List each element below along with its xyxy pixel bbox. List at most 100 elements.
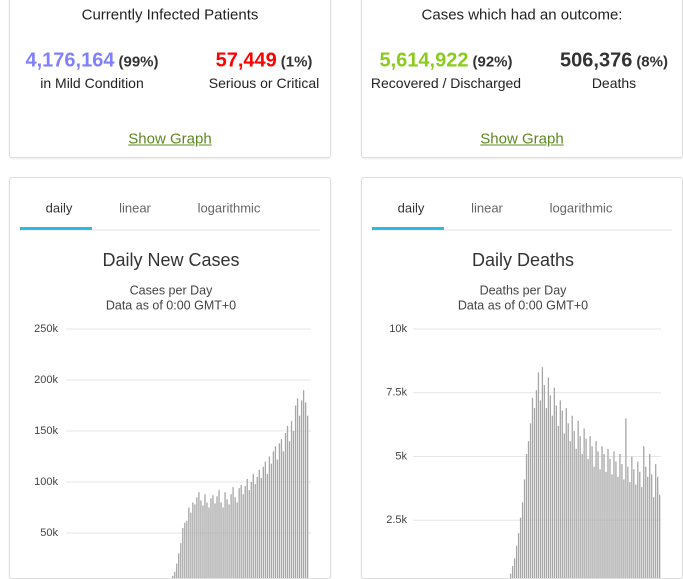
bar bbox=[581, 453, 583, 578]
bar bbox=[202, 505, 204, 578]
stat: 506,376 (8%) bbox=[560, 50, 668, 73]
bar bbox=[230, 494, 232, 578]
bar bbox=[216, 496, 218, 578]
bar bbox=[302, 390, 305, 578]
bar bbox=[270, 463, 273, 578]
bar bbox=[611, 474, 613, 578]
bar bbox=[288, 441, 291, 578]
bar bbox=[631, 456, 633, 578]
bar bbox=[176, 563, 178, 578]
bar bbox=[214, 503, 216, 578]
bar bbox=[242, 494, 244, 578]
bar bbox=[605, 471, 607, 578]
bar bbox=[659, 494, 661, 578]
bar bbox=[222, 507, 224, 578]
stat-label: Recovered / Discharged bbox=[370, 75, 522, 91]
tab[interactable]: daily bbox=[398, 200, 425, 215]
bar bbox=[234, 497, 236, 578]
bar bbox=[523, 479, 526, 578]
bar bbox=[254, 484, 256, 578]
bar bbox=[266, 473, 269, 578]
bar bbox=[248, 490, 250, 578]
bar bbox=[561, 410, 563, 578]
bar bbox=[551, 415, 553, 578]
chart: daily linear logarithmic Daily New Cases Cas… bbox=[20, 200, 320, 578]
bar bbox=[595, 441, 597, 578]
stat-percent: (92%) bbox=[472, 53, 513, 71]
bar bbox=[509, 573, 512, 578]
bar bbox=[617, 476, 619, 578]
bar bbox=[529, 423, 532, 578]
bar bbox=[651, 474, 653, 578]
bar bbox=[264, 461, 267, 578]
tab[interactable]: linear bbox=[119, 200, 151, 215]
show-graph-link[interactable]: Show Graph bbox=[480, 130, 564, 148]
bar bbox=[206, 502, 208, 578]
bar bbox=[298, 415, 301, 578]
y-tick-label: 10k bbox=[389, 323, 407, 335]
bar bbox=[645, 466, 647, 578]
show-graph-link[interactable]: Show Graph bbox=[128, 130, 212, 148]
bar bbox=[531, 397, 534, 578]
bar bbox=[208, 507, 210, 578]
bar bbox=[284, 433, 287, 578]
bar bbox=[619, 453, 621, 578]
tab[interactable]: daily bbox=[46, 200, 73, 215]
bar bbox=[268, 456, 271, 578]
tab[interactable]: logarithmic bbox=[550, 200, 613, 215]
bar bbox=[537, 372, 540, 578]
stat: 57,449 (1%) bbox=[216, 50, 313, 73]
bar bbox=[557, 425, 559, 578]
tab[interactable]: logarithmic bbox=[198, 200, 261, 215]
bar bbox=[637, 461, 639, 578]
bar bbox=[571, 415, 573, 578]
bar bbox=[549, 395, 552, 578]
panel-header: Currently Infected Patients bbox=[81, 6, 259, 24]
bar bbox=[278, 443, 281, 578]
stats-card: Cases which had an outcome: 5,614,922 (92%… bbox=[361, 0, 683, 158]
bar bbox=[609, 459, 611, 578]
bar bbox=[180, 543, 182, 578]
bar bbox=[210, 498, 212, 578]
bar bbox=[200, 500, 202, 578]
bar bbox=[547, 377, 550, 578]
bar bbox=[246, 478, 248, 578]
y-tick-label: 100k bbox=[34, 476, 58, 488]
bar bbox=[513, 558, 516, 578]
y-tick-label: 2.5k bbox=[386, 514, 407, 526]
bar bbox=[244, 486, 246, 578]
bar bbox=[527, 441, 530, 578]
bar bbox=[228, 504, 230, 578]
bar bbox=[260, 477, 262, 578]
chart: daily linear logarithmic Daily Deaths Deaths… bbox=[372, 200, 672, 578]
tab[interactable]: linear bbox=[471, 200, 503, 215]
panel-header: Cases which had an outcome: bbox=[421, 6, 623, 24]
bar bbox=[593, 466, 595, 578]
bar bbox=[258, 469, 260, 578]
bar bbox=[190, 512, 192, 578]
chart-card: daily linear logarithmic Daily Deaths Deaths… bbox=[361, 177, 683, 579]
chart-subtitle: Deaths per Day bbox=[480, 283, 568, 297]
active-tab-underline bbox=[372, 227, 444, 230]
bar bbox=[653, 497, 655, 578]
bar bbox=[643, 446, 645, 578]
bar bbox=[559, 400, 561, 578]
chart-note: Data as of 0:00 GMT+0 bbox=[458, 298, 588, 312]
bar bbox=[591, 446, 593, 578]
bar bbox=[220, 502, 222, 578]
bar bbox=[543, 385, 546, 578]
bar bbox=[276, 459, 279, 578]
bar bbox=[300, 400, 303, 578]
y-tick-label: 150k bbox=[34, 425, 58, 437]
y-tick-label: 7.5k bbox=[386, 387, 407, 399]
bar bbox=[515, 545, 518, 578]
bar bbox=[519, 517, 522, 578]
bar bbox=[256, 476, 258, 578]
bar bbox=[625, 418, 627, 578]
bar bbox=[252, 473, 254, 578]
stats-card: Currently Infected Patients 4,176,164 (99%… bbox=[9, 0, 331, 158]
bar bbox=[192, 502, 194, 578]
stat-label: Deaths bbox=[591, 75, 637, 91]
bar bbox=[647, 476, 649, 578]
bar bbox=[178, 553, 180, 578]
